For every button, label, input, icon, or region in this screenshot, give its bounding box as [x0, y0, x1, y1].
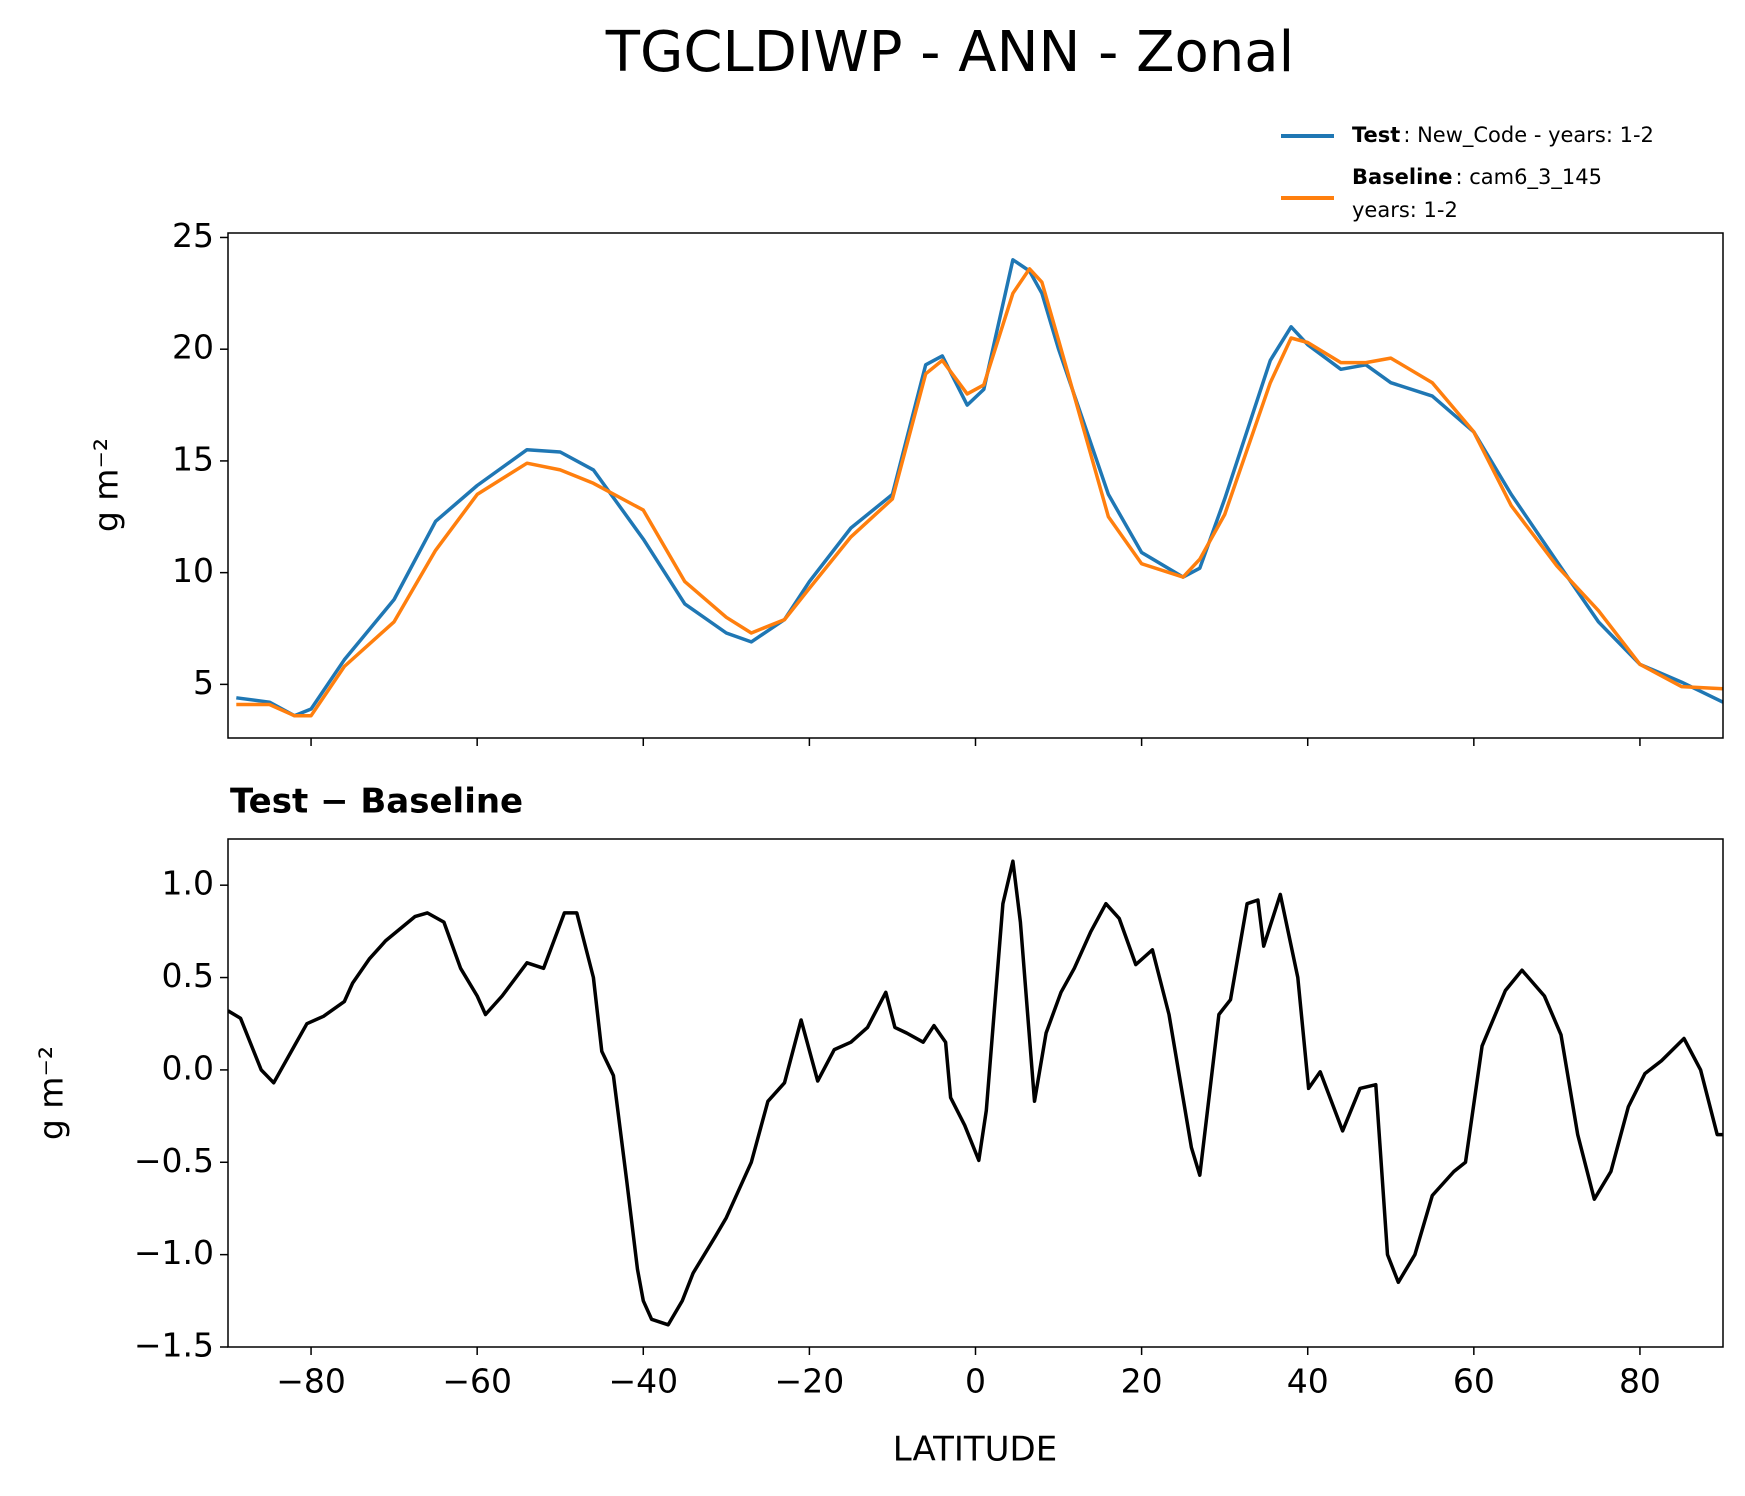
y-tick-label: 0.0 [162, 1048, 214, 1087]
x-tick-label: 20 [1121, 1362, 1163, 1401]
y-axis-label: g m⁻² [87, 438, 126, 532]
data-line [236, 258, 1723, 718]
axes-frame [227, 232, 1724, 739]
y-axis-label: g m⁻² [32, 1046, 71, 1140]
y-tick-label: 0.5 [162, 956, 214, 995]
y-tick-label: 5 [193, 663, 214, 702]
y-tick-label: −1.0 [134, 1233, 214, 1272]
x-tick-label: 60 [1453, 1362, 1495, 1401]
y-tick-label: 1.0 [162, 864, 214, 903]
panel-title: Test − Baseline [230, 782, 523, 822]
plot-area [236, 258, 1723, 718]
x-tick-label: −20 [775, 1362, 845, 1401]
legend-desc: : New_Code - years: 1-2 [1403, 123, 1654, 148]
x-axis-label: LATITUDE [893, 1430, 1057, 1470]
axes-frame [227, 838, 1724, 1348]
y-tick-label: 10 [172, 551, 214, 590]
legend-label: years: 1-2 [1352, 198, 1458, 222]
plot-area [228, 859, 1723, 1327]
y-tick-label: 15 [172, 439, 214, 478]
x-tick-label: −60 [442, 1362, 512, 1401]
y-tick-label: −1.5 [134, 1326, 214, 1365]
x-tick-label: 40 [1287, 1362, 1329, 1401]
x-tick-label: −40 [608, 1362, 678, 1401]
data-line [236, 267, 1723, 718]
y-tick-label: 20 [172, 328, 214, 367]
legend-desc: : cam6_3_145 [1456, 165, 1602, 190]
legend-name: Test [1352, 123, 1400, 147]
x-tick-label: 80 [1619, 1362, 1661, 1401]
x-tick-label: 0 [965, 1362, 986, 1401]
legend-label: Baseline: cam6_3_145 [1352, 165, 1602, 190]
legend-name: Baseline [1352, 165, 1453, 189]
data-line [228, 859, 1723, 1327]
y-tick-label: −0.5 [134, 1141, 214, 1180]
legend-label: Test: New_Code - years: 1-2 [1352, 123, 1654, 148]
y-tick-label: 25 [172, 216, 214, 255]
chart-title: TGCLDIWP - ANN - Zonal [605, 20, 1294, 85]
x-tick-label: −80 [276, 1362, 346, 1401]
